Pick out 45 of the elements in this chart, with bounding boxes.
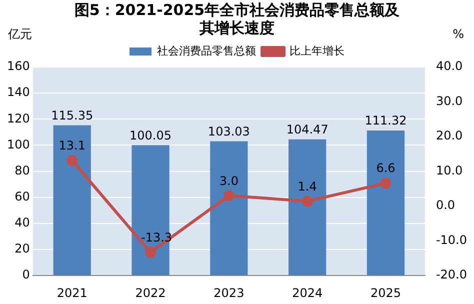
y-tick-label: 140 [7,85,30,100]
y2-tick-label: 30.0 [436,94,463,108]
data-label: 104.47 [286,122,328,137]
data-label: 1.4 [298,179,317,194]
y-tick-label: 20 [14,242,30,256]
legend-label: 比上年增长 [290,44,344,58]
data-label: 100.05 [130,128,172,142]
bar [132,145,170,276]
data-label: 13.1 [58,138,86,153]
point [302,196,313,207]
data-label: 3.0 [219,174,238,188]
point [66,155,78,166]
bar [288,139,326,276]
y2-tick-label: 0.0 [436,198,456,212]
y-axis-title: 亿元 [7,27,32,42]
y-tick-label: 100 [7,137,30,152]
x-tick-label: 2024 [292,286,323,300]
x-tick-label: 2023 [214,286,244,300]
legend-label: 社会消费品零售总额 [157,44,256,58]
x-tick-label: 2022 [135,286,166,300]
point [380,178,392,189]
y2-axis-title: % [452,27,464,42]
point [145,246,156,258]
data-label: 103.03 [208,124,250,138]
x-tick-label: 2021 [56,286,88,300]
y2-tick-label: -10.0 [436,232,468,247]
bar [210,141,248,276]
y-tick-label: 40 [14,216,30,230]
y2-tick-label: 10.0 [436,163,463,178]
y-tick-label: 160 [7,59,30,74]
x-tick-label: 2025 [370,286,402,300]
point [223,190,234,202]
y-tick-label: 0 [22,268,30,282]
y-tick-label: 60 [14,190,30,204]
y2-tick-label: 20.0 [436,128,463,143]
y-tick-label: 80 [14,163,30,178]
data-label: 115.35 [51,108,94,122]
data-label: 111.32 [364,114,407,128]
chart-title: 图5：2021-2025年全市社会消费品零售总额及其增长速度 [74,0,401,37]
y2-tick-label: 40.0 [436,59,463,74]
bar [366,130,405,276]
y2-tick-label: -20.0 [436,268,468,282]
y-tick-label: 120 [7,111,30,126]
bar [53,125,91,276]
data-label: 6.6 [376,161,396,176]
